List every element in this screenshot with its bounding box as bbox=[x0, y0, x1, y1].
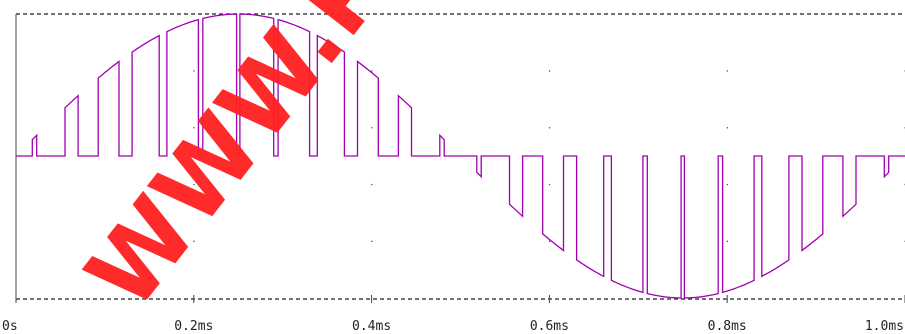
x-tick-label: 0.2ms bbox=[174, 319, 213, 334]
axis-layer bbox=[15, 13, 905, 303]
grid-dot bbox=[193, 240, 195, 242]
x-tick-label: 1.0ms bbox=[865, 319, 904, 334]
spwm-trace bbox=[16, 13, 905, 299]
grid-dot bbox=[726, 183, 728, 186]
tick-label-layer: 0s 0.2ms 0.4ms 0.6ms 0.8ms 1.0ms bbox=[2, 319, 904, 334]
trace-layer bbox=[16, 13, 905, 299]
grid-dot bbox=[548, 240, 551, 242]
grid-dot bbox=[193, 70, 195, 72]
grid-dot bbox=[548, 127, 551, 129]
grid-dot bbox=[371, 70, 373, 72]
grid-dot bbox=[726, 70, 728, 72]
x-tick-label: 0.8ms bbox=[708, 319, 747, 334]
grid-dot bbox=[548, 70, 551, 72]
grid-dot bbox=[371, 183, 373, 186]
grid-dot bbox=[193, 127, 195, 129]
grid-dot bbox=[371, 240, 373, 242]
grid-dot bbox=[548, 183, 551, 186]
grid-dot bbox=[726, 127, 728, 129]
grid-dot bbox=[726, 240, 728, 242]
x-tick-label: 0.4ms bbox=[352, 319, 391, 334]
x-tick-label: 0s bbox=[2, 319, 18, 334]
grid-dot bbox=[193, 183, 195, 186]
grid-dot bbox=[371, 127, 373, 129]
x-tick-label: 0.6ms bbox=[530, 319, 569, 334]
